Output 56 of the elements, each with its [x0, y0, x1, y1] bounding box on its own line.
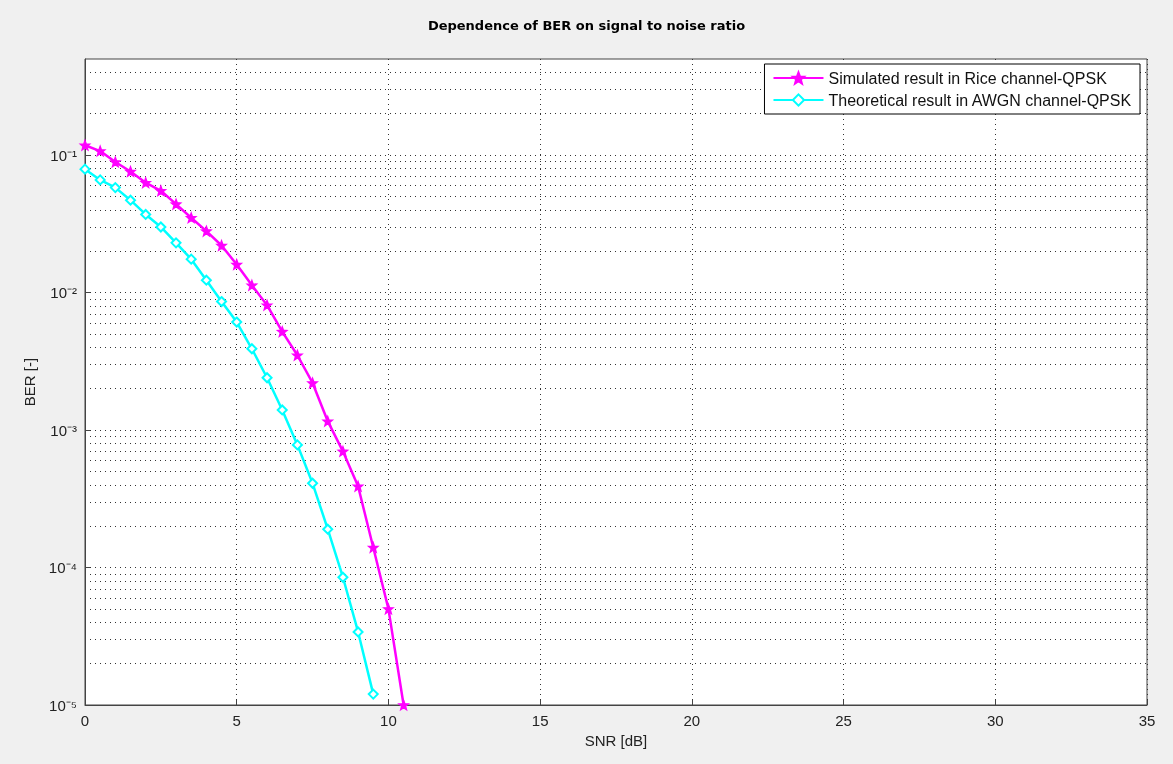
x-tick-label: 15 [531, 712, 549, 729]
point [367, 688, 379, 700]
point [231, 316, 243, 328]
point [291, 439, 303, 451]
point [170, 237, 182, 249]
y-axis-title: BER [-] [21, 357, 38, 407]
point [200, 274, 212, 286]
x-tick-label: 20 [683, 712, 701, 729]
point [383, 603, 394, 615]
point [352, 626, 364, 638]
legend-label: Theoretical result in AWGN channel-QPSK [828, 91, 1132, 109]
point [155, 221, 167, 233]
chart-title: Dependence of BER on signal to noise ratio [427, 18, 746, 33]
point [155, 185, 167, 197]
point [231, 259, 242, 270]
point [79, 139, 91, 151]
point [94, 174, 106, 186]
point [322, 415, 333, 427]
point [322, 523, 334, 535]
point [307, 477, 319, 489]
y-tick-label: 10⁻⁵ [49, 696, 77, 714]
point [109, 182, 121, 194]
point [368, 542, 379, 553]
point [276, 404, 288, 416]
point [110, 156, 121, 168]
point [140, 208, 152, 220]
y-tick-label: 10⁻⁴ [48, 559, 77, 577]
x-tick-label: 5 [232, 712, 241, 729]
x-tick-label: 0 [80, 712, 90, 729]
point [246, 343, 258, 355]
point [337, 571, 349, 583]
point [276, 326, 288, 337]
point [125, 166, 136, 177]
y-tick-label: 10⁻¹ [50, 146, 77, 164]
point [170, 198, 182, 210]
x-tick-label: 10 [380, 712, 397, 729]
point [307, 377, 318, 389]
x-tick-label: 35 [1138, 712, 1156, 729]
point [261, 299, 273, 311]
point [185, 253, 197, 265]
x-axis-title: SNR [dB] [584, 731, 648, 749]
y-tick-label: 10⁻² [50, 284, 77, 302]
y-tick-label: 10⁻³ [50, 421, 77, 439]
legend-label: Simulated result in Rice channel-QPSK [828, 69, 1108, 87]
point [94, 145, 106, 157]
point [398, 699, 409, 711]
point [216, 240, 227, 251]
point [216, 296, 228, 308]
point [79, 163, 91, 175]
point [125, 194, 137, 206]
point [140, 177, 151, 188]
point [201, 225, 212, 237]
point [261, 372, 273, 384]
x-tick-label: 25 [835, 712, 852, 729]
x-tick-label: 30 [986, 712, 1004, 729]
point [185, 212, 197, 224]
